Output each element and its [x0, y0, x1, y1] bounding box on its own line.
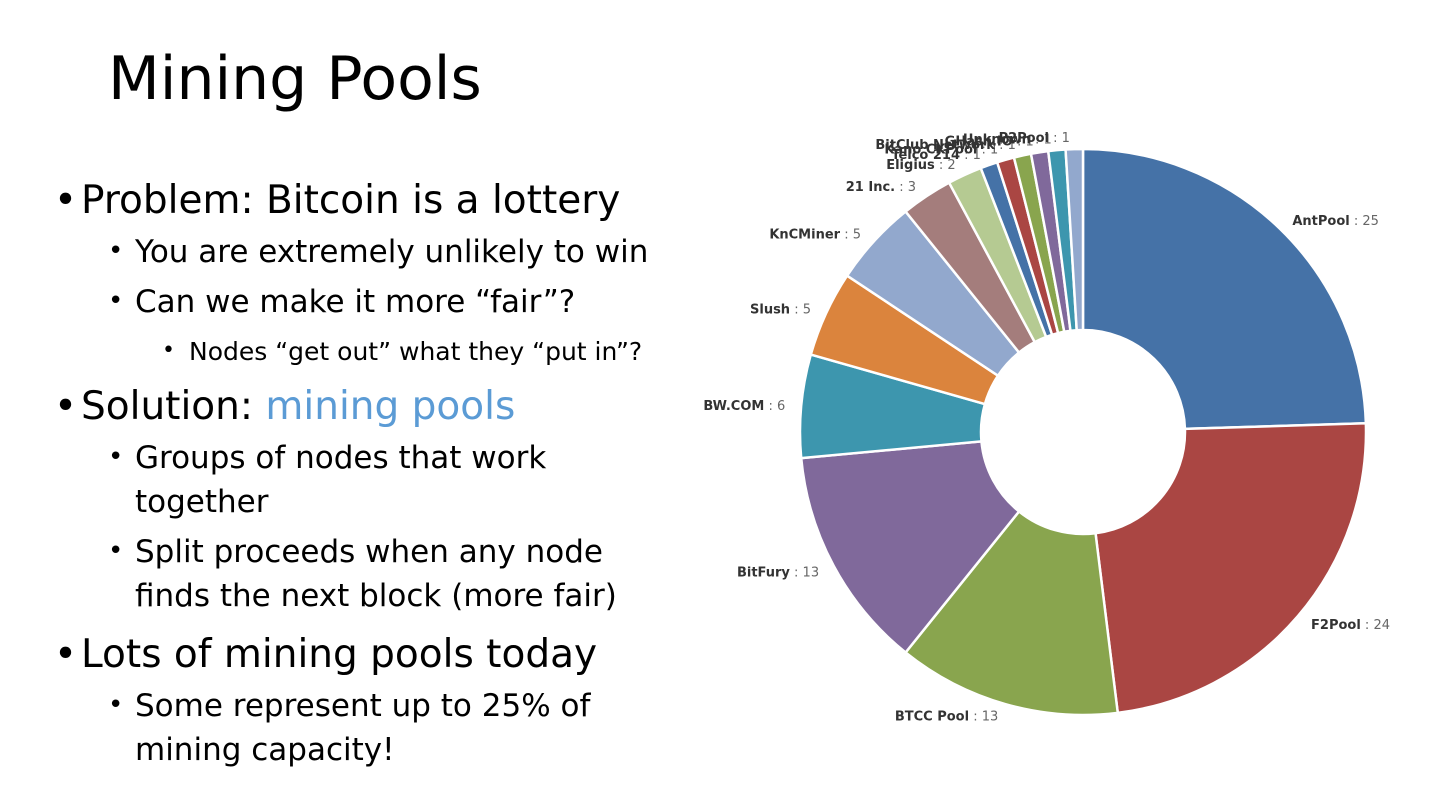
bullet-text: Lots of mining pools today	[81, 632, 598, 677]
bullet-text: Some represent up to 25% of	[135, 688, 591, 724]
pie-label-bitfury: BitFury : 13	[737, 566, 819, 581]
bullet-some: • Some represent up to 25% of	[108, 688, 591, 724]
pie-slice-antpool	[1081, 147, 1368, 431]
pie-label-kano-ckpool: Kano CKPool : 1	[884, 142, 998, 157]
pie-slice-f2pool	[1094, 421, 1368, 715]
bullet-glyph: •	[108, 536, 124, 566]
pie-slice-btcc-pool	[903, 509, 1120, 717]
bullet-some-continuation: mining capacity!	[135, 732, 395, 768]
pie-label-unknown: Unknown : 1	[963, 132, 1052, 147]
bullet-glyph: •	[162, 338, 175, 363]
bullet-text: You are extremely unlikely to win	[135, 234, 649, 270]
bullet-split-continuation: finds the next block (more fair)	[135, 578, 617, 614]
bullet-text: Can we make it more “fair”?	[135, 284, 576, 320]
bullet-groups-continuation: together	[135, 484, 269, 520]
bullet-text: Split proceeds when any node	[135, 534, 603, 570]
bullet-text: Groups of nodes that work	[135, 440, 547, 476]
pie-label-eligius: Eligius : 2	[886, 158, 955, 173]
bullet-fair: • Can we make it more “fair”?	[108, 284, 576, 320]
bullet-solution: • Solution: mining pools	[54, 384, 516, 429]
bullet-get-out: • Nodes “get out” what they “put in”?	[162, 337, 643, 366]
bullet-groups: • Groups of nodes that work	[108, 440, 547, 476]
pie-label-bitclub-network: BitClub Network : 1	[875, 138, 1016, 153]
pie-slice-p2pool	[1064, 147, 1085, 332]
pie-label-btcc-pool: BTCC Pool : 13	[895, 710, 998, 725]
bullet-text: Nodes “get out” what they “put in”?	[189, 337, 643, 366]
bullet-glyph: •	[108, 236, 124, 266]
pie-label-antpool: AntPool : 25	[1292, 214, 1379, 229]
bullet-glyph: •	[108, 442, 124, 472]
bullet-problem: • Problem: Bitcoin is a lottery	[54, 178, 621, 223]
bullet-text: Problem: Bitcoin is a lottery	[81, 178, 621, 223]
pie-slice-bitfury	[799, 440, 1021, 655]
pie-label-ghash-io: GHash.IO : 1	[945, 134, 1034, 149]
bullet-glyph: •	[108, 690, 124, 720]
pie-label-f2pool: F2Pool : 24	[1311, 618, 1390, 633]
bullet-glyph: •	[54, 632, 78, 677]
bullet-lots: • Lots of mining pools today	[54, 632, 598, 677]
pie-label-slush: Slush : 5	[750, 303, 811, 318]
bullet-glyph: •	[54, 178, 78, 223]
pie-label-telco-214: Telco 214 : 1	[891, 148, 981, 163]
pie-label-p2pool: P2Pool : 1	[999, 131, 1070, 146]
pie-label-21-inc-: 21 Inc. : 3	[846, 180, 916, 195]
bullet-unlikely: • You are extremely unlikely to win	[108, 234, 649, 270]
highlight-mining-pools: mining pools	[265, 384, 516, 429]
mining-pool-donut-chart: AntPool : 25 F2Pool : 24 BTCC Pool : 13 Bit…	[703, 131, 1390, 725]
slide-title: Mining Pools	[108, 44, 482, 114]
pie-label-kncminer: KnCMiner : 5	[769, 227, 861, 242]
bullet-glyph: •	[108, 286, 124, 316]
pie-label-bw-com: BW.COM : 6	[703, 399, 785, 414]
bullet-glyph: •	[54, 384, 78, 429]
bullet-text: Solution:	[81, 384, 266, 429]
bullet-split: • Split proceeds when any node	[108, 534, 603, 570]
